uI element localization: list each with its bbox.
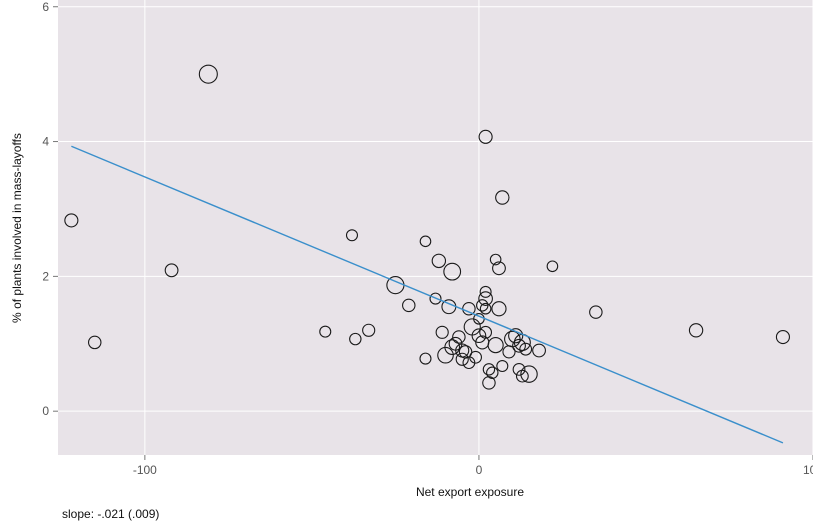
data-point <box>402 298 416 313</box>
data-point <box>164 263 179 278</box>
plot-panel <box>58 0 813 455</box>
y-axis-title: % of plants involved in mass-layoffs <box>10 133 24 323</box>
data-point <box>496 359 509 373</box>
data-point <box>419 352 432 365</box>
data-point <box>349 332 362 346</box>
data-point <box>589 305 603 319</box>
data-point <box>429 292 442 305</box>
grid-lines <box>58 0 813 455</box>
data-point <box>479 302 492 315</box>
x-tick-label: 100 <box>803 463 813 477</box>
data-point <box>479 325 493 339</box>
data-point <box>478 129 493 144</box>
data-point <box>345 229 359 242</box>
data-point <box>520 365 538 383</box>
data-point <box>471 328 487 344</box>
data-point <box>452 330 466 344</box>
data-point <box>546 260 559 273</box>
data-point <box>478 291 493 306</box>
data-point <box>512 338 526 353</box>
data-point <box>487 337 504 354</box>
data-point <box>482 363 496 376</box>
x-axis-title: Net export exposure <box>416 485 524 499</box>
data-points <box>64 64 790 390</box>
tick-labels: -100 0 100 0 2 4 6 <box>42 0 813 477</box>
data-point <box>435 325 449 339</box>
data-point <box>688 323 704 338</box>
data-point <box>486 366 499 379</box>
y-tick-label: 4 <box>42 135 49 149</box>
y-tick-label: 6 <box>42 0 49 14</box>
x-tick-label: -100 <box>133 463 157 477</box>
data-point <box>489 253 502 266</box>
data-point <box>495 190 510 205</box>
data-point <box>444 339 461 355</box>
data-point <box>419 235 432 248</box>
data-point <box>491 301 507 317</box>
slope-annotation: slope: -.021 (.009) <box>62 507 159 521</box>
data-point <box>532 343 546 358</box>
data-point <box>64 213 79 228</box>
data-point <box>87 335 102 350</box>
data-point <box>492 261 506 276</box>
x-tick-label: 0 <box>476 463 483 477</box>
data-point <box>469 350 482 364</box>
data-point <box>362 323 376 337</box>
y-tick-label: 0 <box>42 404 49 418</box>
data-point <box>431 253 447 269</box>
data-point <box>443 262 462 281</box>
tick-marks <box>53 6 813 460</box>
fit-line-layer <box>71 145 784 444</box>
data-point <box>198 64 218 84</box>
data-point <box>508 328 524 344</box>
data-point <box>519 342 533 356</box>
data-point <box>775 329 790 345</box>
data-point <box>437 346 454 364</box>
data-point <box>512 362 526 376</box>
y-tick-label: 2 <box>42 269 49 283</box>
data-point <box>455 352 469 366</box>
data-point <box>319 325 332 338</box>
fit-line <box>71 145 784 444</box>
data-point <box>479 285 492 298</box>
